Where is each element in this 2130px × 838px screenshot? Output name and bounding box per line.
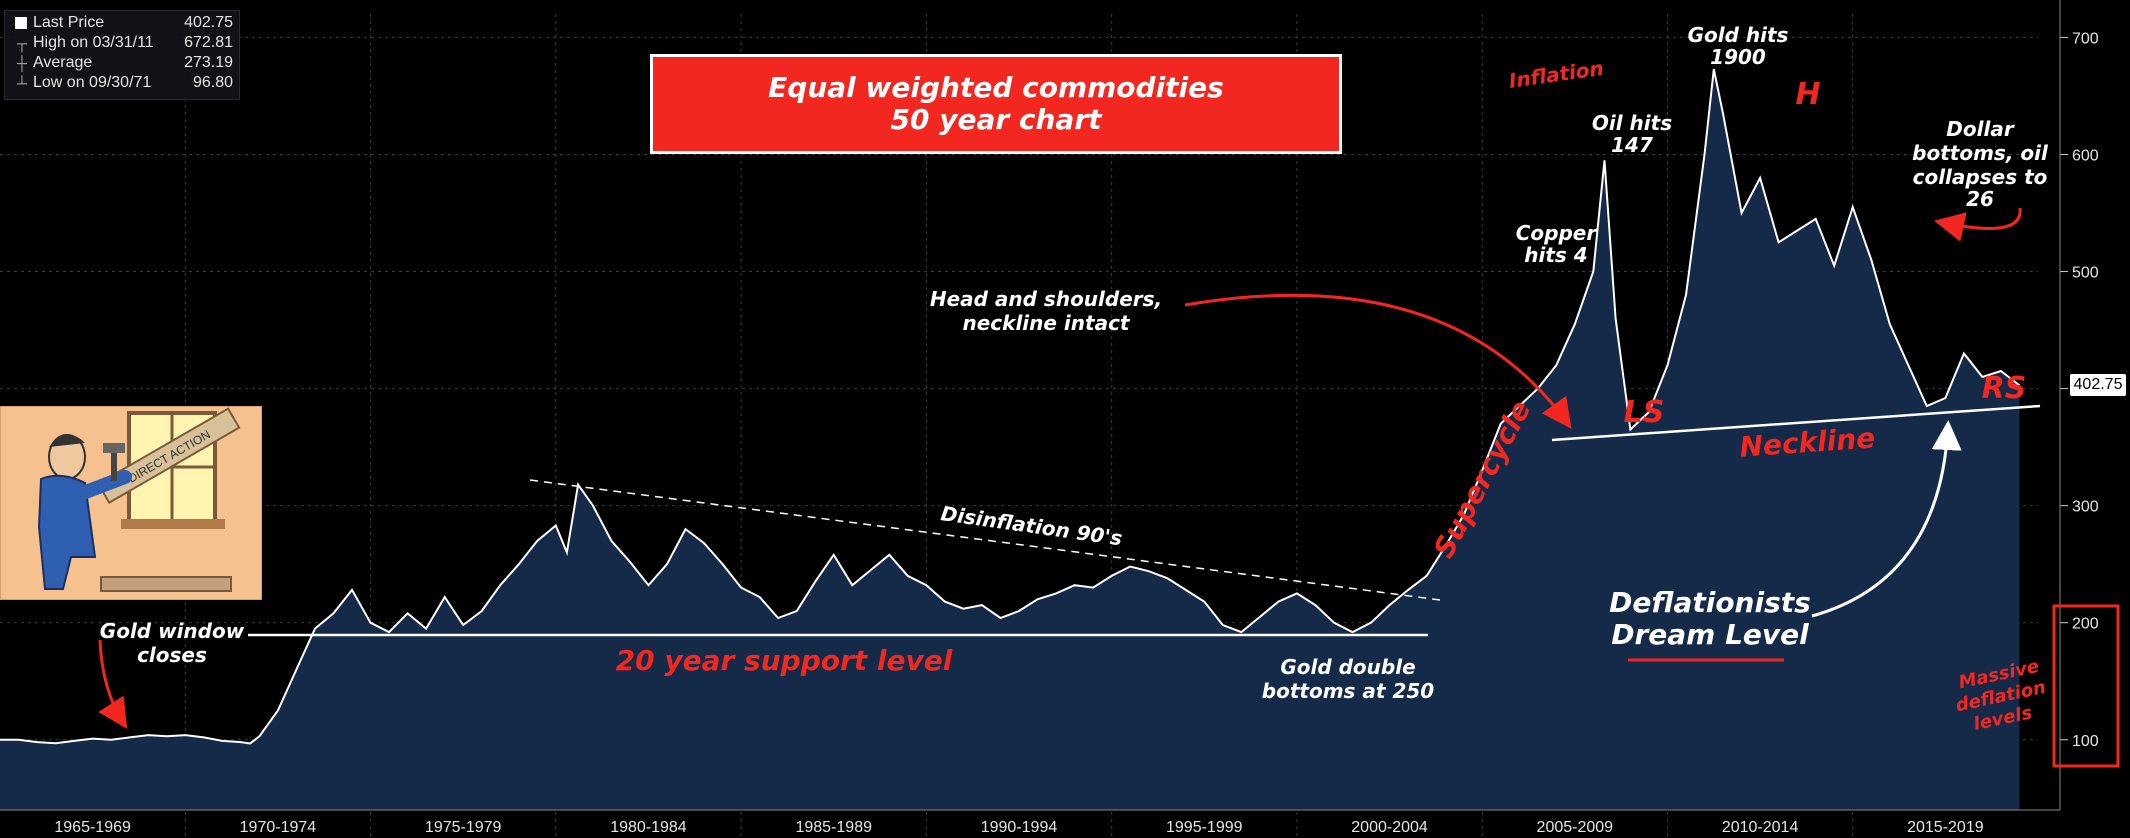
cartoon-drawing: DIRECT ACTION [1,407,261,599]
oil-hits-label-1: Oil hits [1592,111,1672,135]
chart-title-box: Equal weighted commodities 50 year chart [650,54,1342,154]
y-tick-label: 600 [2072,147,2099,164]
x-tick-label: 1975-1979 [425,819,502,836]
gold-window-label-2: closes [137,643,207,667]
x-tick-label: 2015-2019 [1907,819,1984,836]
deflationists-label-1: Deflationists [1609,586,1811,619]
deflationists-label-2: Dream Level [1611,618,1809,651]
head-label: H [1795,77,1820,112]
dollar-label-3: collapses to [1913,165,2048,189]
head-shoulders-label-1: Head and shoulders, [930,287,1162,311]
legend-average: ┼ Average 273.19 [17,54,233,71]
gold-window-label-1: Gold window [100,619,245,643]
deflationists-arrow [1811,420,1962,618]
neckline-line [1551,404,2041,442]
x-tick-label: 2010-2014 [1722,819,1799,836]
cartoon-hammer [111,447,117,481]
left-shoulder-label: LS [1624,395,1665,430]
copper-label-1: Copper [1516,221,1598,245]
x-tick-label: 1980-1984 [610,819,687,836]
oil-hits-label-2: 147 [1611,133,1653,157]
legend-average-value: 273.19 [184,54,233,71]
gold-hits-label-2: 1900 [1710,45,1766,69]
y-tick-label: 200 [2072,616,2099,633]
cartoon-board [96,407,241,505]
x-tick-label: 2000-2004 [1351,819,1428,836]
dollar-label-2: bottoms, oil [1912,141,2049,165]
gold-double-label-2: bottoms at 250 [1262,679,1434,703]
head-shoulders-label-2: neckline intact [962,311,1130,335]
right-shoulder-label: RS [1982,371,2027,406]
legend-high-value: 672.81 [184,34,233,51]
legend-average-label: Average [33,54,93,71]
chart-title-line-1: Equal weighted commodities [768,71,1224,104]
cartoon-image: DIRECT ACTION [0,406,262,600]
massive-deflation-box [2052,604,2120,768]
chart-title-line-2: 50 year chart [890,103,1102,136]
legend-low: ┴ Low on 09/30/71 96.80 [17,74,233,91]
price-line [0,68,2021,745]
legend-high-label: High on 03/31/11 [33,34,154,51]
x-tick-label: 1970-1974 [240,819,317,836]
cartoon-planks [100,576,232,592]
copper-label-2: hits 4 [1524,243,1587,267]
y-tick-label: 700 [2072,30,2099,47]
x-tick-label: 1965-1969 [54,819,131,836]
dollar-bottoms-arrow [1934,207,2022,242]
y-tick-label: 300 [2072,499,2099,516]
y-tick-label: 100 [2072,733,2099,750]
legend-last-price: Last Price 402.75 [11,13,233,33]
price-area [0,69,2020,810]
legend-last-price-label: Last Price [33,14,105,31]
x-axis: 1965-1969 1970-1974 1975-1979 1980-1984 1985… [0,809,2060,836]
gold-hits-label-1: Gold hits [1688,23,1789,47]
support-level-label: 20 year support level [616,644,953,677]
legend-low-value: 96.80 [192,74,233,91]
legend-last-price-value: 402.75 [184,14,233,31]
x-tick-label: 1995-1999 [1166,819,1243,836]
gold-window-arrow [98,639,128,730]
x-tick-label: 2005-2009 [1537,819,1614,836]
gold-double-label-1: Gold double [1280,655,1415,679]
legend-swatch [15,17,27,29]
legend-high: ┬ High on 03/31/11 672.81 [17,34,233,51]
head-shoulders-arrow [1184,293,1572,429]
dollar-label-1: Dollar [1946,117,2015,141]
y-tick-label: 500 [2072,265,2099,282]
x-tick-label: 1990-1994 [981,819,1058,836]
last-price-tag: 402.75 [2070,374,2126,396]
price-legend: Last Price 402.75 ┬ High on 03/31/11 672.… [4,10,240,100]
dollar-label-4: 26 [1966,187,1994,211]
cartoon-man [37,474,97,590]
legend-low-label: Low on 09/30/71 [33,74,152,91]
x-tick-label: 1985-1989 [795,819,872,836]
